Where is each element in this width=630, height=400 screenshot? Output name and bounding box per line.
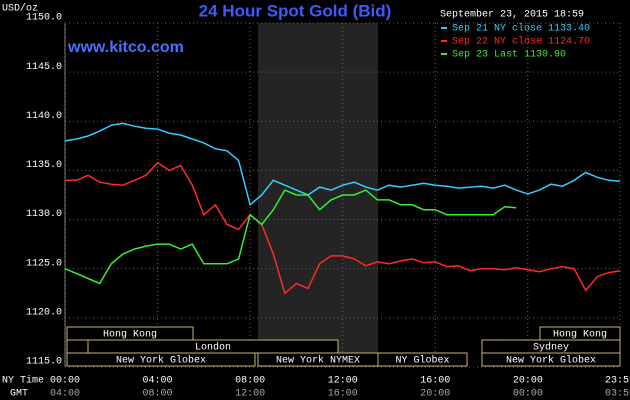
y-tick-label: 1145.0 — [26, 62, 62, 73]
timestamp: September 23, 2015 18:59 — [440, 9, 584, 21]
session-label: Hong Kong — [553, 330, 607, 341]
x-tick-label-gmt: 03:59 — [605, 389, 630, 400]
y-tick-label: 1130.0 — [26, 209, 62, 220]
shaded-region — [258, 23, 378, 367]
x-tick-label: 20:00 — [513, 376, 543, 387]
x-row-label: NY Time — [2, 375, 44, 387]
session-label: London — [195, 342, 231, 354]
legend-entry: Sep 23 Last 1130.90 — [452, 50, 566, 61]
x-tick-label-gmt: 16:00 — [328, 389, 358, 400]
session-box — [66, 352, 256, 367]
x-tick-label: 23:59 — [605, 376, 630, 387]
session-label: New York NYMEX — [276, 355, 360, 367]
y-tick-label: 1125.0 — [26, 258, 62, 269]
legend-entry: Sep 22 NY close 1124.70 — [452, 36, 590, 48]
session-label: New York Globex — [116, 355, 206, 367]
legend-entry: Sep 21 NY close 1133.40 — [452, 23, 590, 35]
y-tick-label: 1120.0 — [26, 307, 62, 318]
x-tick-label: 08:00 — [235, 376, 265, 387]
x-tick-label-gmt: 08:00 — [143, 389, 173, 400]
session-box — [481, 352, 621, 367]
y-tick-label: 1135.0 — [26, 160, 62, 171]
chart-title: 24 Hour Spot Gold (Bid) — [199, 1, 392, 20]
x-tick-label: 04:00 — [143, 376, 173, 387]
session-box — [377, 352, 468, 367]
x-row-label: GMT — [10, 389, 28, 400]
series-line — [65, 161, 621, 295]
y-tick-label: 1140.0 — [26, 111, 62, 122]
session-label: NY Globex — [395, 355, 449, 367]
series-line — [64, 122, 621, 207]
session-label: New York Globex — [506, 355, 596, 367]
y-tick-label: 1115.0 — [26, 357, 62, 368]
series-line — [64, 189, 517, 285]
y-axis-label: USD/oz — [2, 3, 38, 15]
x-tick-label: 16:00 — [420, 376, 450, 387]
watermark: www.kitco.com — [67, 39, 184, 56]
session-box — [66, 339, 89, 354]
x-tick-label-gmt: 12:00 — [235, 389, 265, 400]
x-tick-label-gmt: 04:00 — [50, 389, 80, 400]
x-tick-label-gmt: 00:00 — [513, 389, 543, 400]
x-tick-label-gmt: 20:00 — [420, 389, 450, 400]
x-tick-label: 00:00 — [50, 376, 80, 387]
session-label: Sydney — [533, 342, 569, 354]
x-tick-label: 12:00 — [328, 376, 358, 387]
y-tick-label: 1150.0 — [26, 13, 62, 24]
session-label: Hong Kong — [103, 330, 157, 341]
